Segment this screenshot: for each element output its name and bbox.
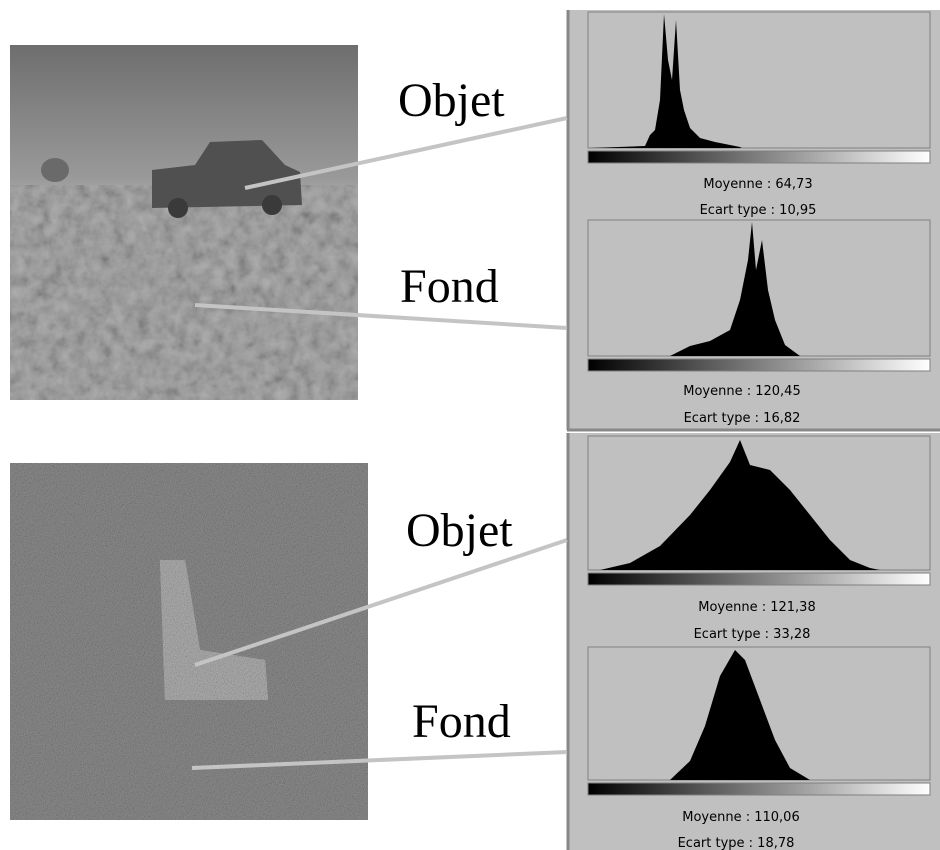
background-label: Fond: [412, 695, 511, 748]
mean-label: Moyenne : 120,45: [683, 384, 800, 399]
photo-noise: [10, 463, 368, 820]
mean-label: Moyenne : 64,73: [703, 177, 812, 192]
object-label: Objet: [406, 504, 513, 557]
leader-line: [244, 116, 568, 190]
std-label: Ecart type : 10,95: [700, 203, 817, 218]
histogram: [587, 646, 931, 796]
histogram: [587, 219, 931, 372]
leader-line: [191, 750, 568, 770]
background-label: Fond: [400, 260, 499, 313]
std-label: Ecart type : 18,78: [678, 836, 795, 850]
photo-car: [10, 45, 358, 400]
std-label: Ecart type : 33,28: [694, 627, 811, 642]
std-label: Ecart type : 16,82: [684, 411, 801, 426]
mean-label: Moyenne : 110,06: [682, 810, 799, 825]
histogram: [587, 11, 931, 164]
histogram: [587, 435, 931, 586]
object-label: Objet: [398, 74, 505, 127]
mean-label: Moyenne : 121,38: [698, 600, 815, 615]
leader-line: [194, 538, 568, 667]
leader-line: [194, 303, 568, 330]
